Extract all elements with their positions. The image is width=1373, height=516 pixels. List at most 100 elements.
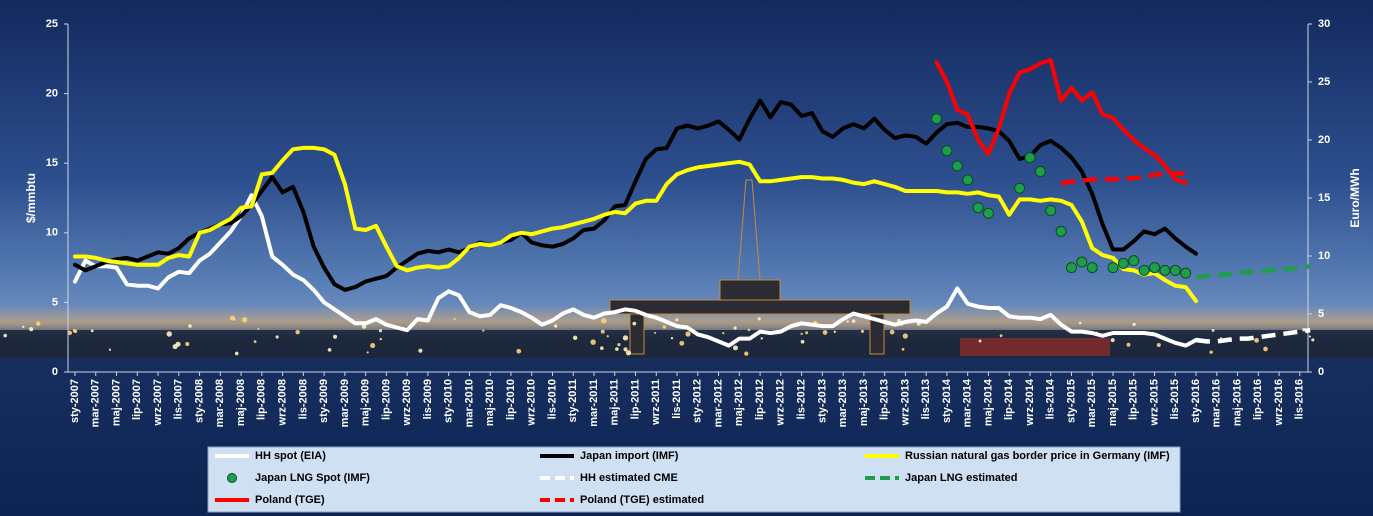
- page: {"chart_data": {"type": "line", "ylabel"…: [0, 0, 1373, 516]
- light: [554, 324, 557, 327]
- light: [590, 339, 595, 344]
- light: [1079, 322, 1082, 325]
- light: [91, 329, 94, 332]
- light: [185, 342, 189, 346]
- light: [328, 348, 332, 352]
- x-tick-label: wrz-2009: [401, 379, 413, 426]
- legend-label: Poland (TGE): [255, 494, 325, 506]
- light: [73, 329, 76, 332]
- light: [748, 329, 751, 332]
- x-tick-label: mar-2010: [463, 379, 475, 427]
- rig-leg: [630, 314, 644, 354]
- x-tick-label: mar-2008: [214, 379, 226, 427]
- light: [623, 335, 628, 340]
- ship: [960, 338, 1110, 356]
- x-tick-label: maj-2016: [1231, 379, 1243, 426]
- light: [663, 325, 666, 328]
- x-tick-label: maj-2007: [110, 379, 122, 426]
- x-tick-label: lis-2014: [1045, 378, 1057, 419]
- legend-label: Japan LNG estimated: [905, 472, 1017, 484]
- light: [516, 349, 521, 354]
- light: [615, 347, 619, 351]
- y-axis-title: $/mmbtu: [24, 173, 38, 223]
- light: [1132, 323, 1135, 326]
- x-tick-label: lip-2010: [505, 379, 517, 420]
- light: [744, 351, 748, 355]
- light: [176, 342, 181, 347]
- light: [1311, 338, 1314, 341]
- y-tick-label: 20: [46, 88, 58, 100]
- light: [276, 335, 279, 338]
- x-tick-label: lis-2012: [796, 379, 808, 419]
- x-tick-label: lis-2008: [297, 379, 309, 419]
- x-tick-label: sty-2008: [193, 379, 205, 423]
- light: [167, 331, 172, 336]
- data-point: [1025, 153, 1035, 163]
- rig-deck: [610, 300, 910, 314]
- light: [626, 350, 631, 355]
- light: [1111, 338, 1115, 342]
- x-tick-label: sty-2013: [816, 379, 828, 423]
- light: [109, 349, 111, 351]
- light: [632, 322, 636, 326]
- y2-tick-label: 25: [1318, 76, 1330, 88]
- x-tick-label: mar-2012: [712, 379, 724, 427]
- chart: 0510152025051015202530sty-2007mar-2007ma…: [0, 0, 1373, 516]
- data-point: [1150, 263, 1160, 273]
- legend-label: HH estimated CME: [580, 472, 678, 484]
- light: [852, 319, 855, 322]
- data-point: [1108, 263, 1118, 273]
- light: [761, 337, 763, 339]
- light: [380, 338, 382, 340]
- light: [903, 333, 908, 338]
- light: [1263, 347, 1268, 352]
- y-tick-label: 0: [52, 366, 58, 378]
- light: [685, 331, 690, 336]
- x-tick-label: maj-2015: [1107, 379, 1119, 426]
- light: [295, 330, 299, 334]
- light: [418, 349, 422, 353]
- x-tick-label: wrz-2012: [775, 379, 787, 426]
- x-tick-label: lis-2011: [671, 379, 683, 419]
- data-point: [1181, 268, 1191, 278]
- x-tick-label: lis-2010: [546, 379, 558, 419]
- x-tick-label: sty-2015: [1065, 379, 1077, 423]
- light: [601, 318, 607, 324]
- x-tick-label: sty-2010: [443, 379, 455, 423]
- y2-tick-label: 10: [1318, 250, 1330, 262]
- y2-tick-label: 5: [1318, 308, 1324, 320]
- data-point: [1056, 226, 1066, 236]
- light: [861, 330, 864, 333]
- light: [617, 343, 620, 346]
- y2-tick-label: 30: [1318, 18, 1330, 30]
- light: [800, 333, 802, 335]
- data-point: [932, 114, 942, 124]
- light: [235, 352, 239, 356]
- x-tick-label: lip-2015: [1128, 379, 1140, 420]
- x-tick-label: wrz-2007: [152, 379, 164, 426]
- y2-tick-label: 15: [1318, 192, 1330, 204]
- x-tick-label: mar-2016: [1211, 379, 1223, 427]
- light: [3, 334, 7, 338]
- light: [1127, 343, 1131, 347]
- y-tick-label: 10: [46, 227, 58, 239]
- light: [671, 337, 673, 339]
- x-tick-label: sty-2007: [69, 379, 81, 423]
- x-tick-label: maj-2010: [484, 379, 496, 426]
- light: [902, 348, 905, 351]
- light: [188, 324, 192, 328]
- light: [1309, 335, 1311, 337]
- data-point: [983, 208, 993, 218]
- light: [230, 316, 235, 321]
- y2-tick-label: 0: [1318, 366, 1324, 378]
- light: [823, 330, 828, 335]
- x-tick-label: lip-2013: [879, 379, 891, 420]
- light: [758, 317, 761, 320]
- x-tick-label: wrz-2011: [650, 379, 662, 426]
- x-tick-label: maj-2011: [609, 379, 621, 425]
- data-point: [1015, 183, 1025, 193]
- x-tick-label: lis-2016: [1294, 379, 1306, 419]
- light: [679, 341, 684, 346]
- data-point: [1139, 265, 1149, 275]
- x-tick-label: sty-2012: [692, 379, 704, 423]
